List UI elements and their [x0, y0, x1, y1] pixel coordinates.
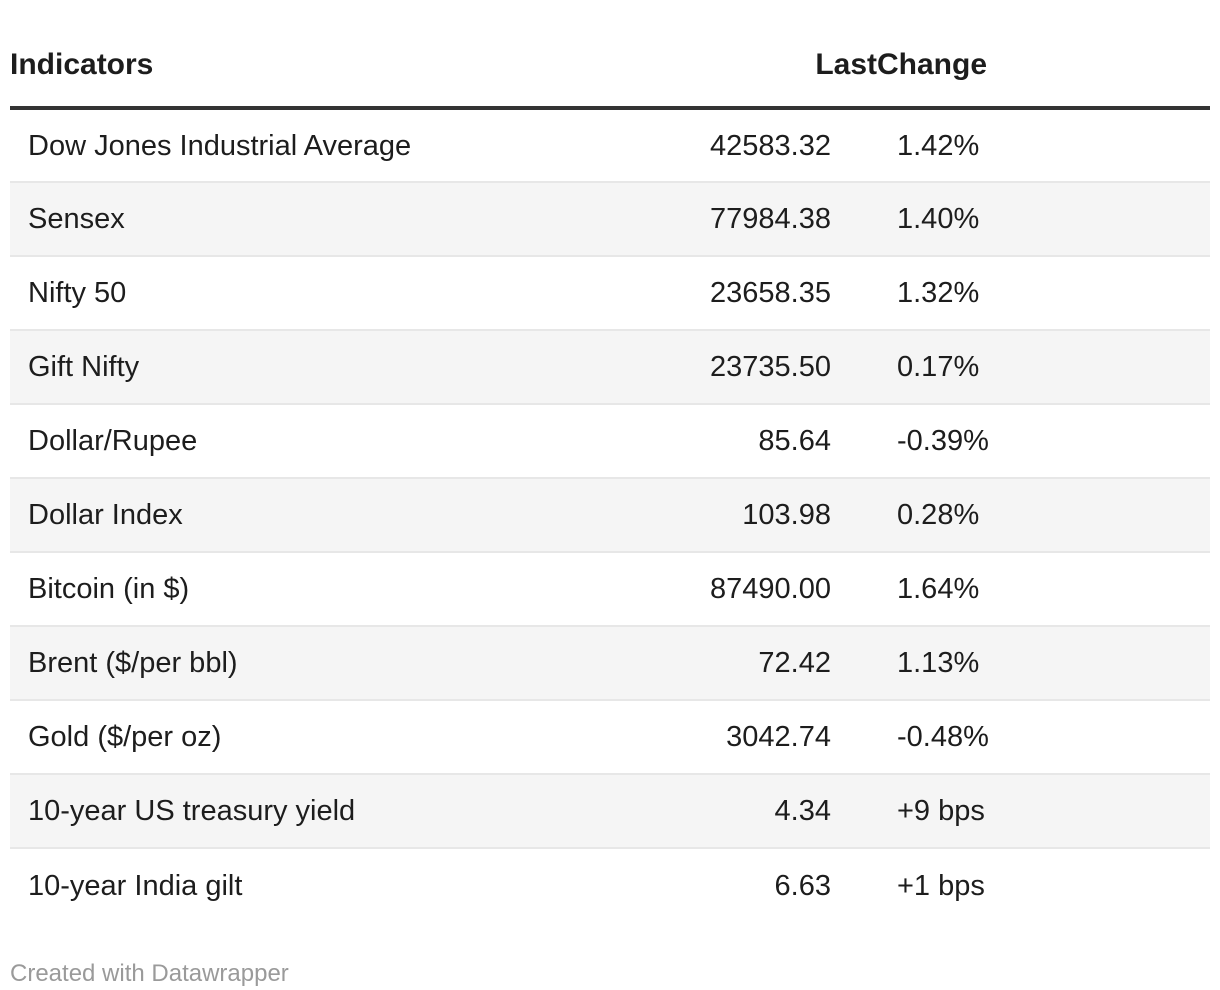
- last-value-cell: 23658.35: [637, 255, 877, 330]
- last-value-cell: 4.34: [637, 773, 877, 848]
- change-value-cell: 1.64%: [877, 551, 1210, 626]
- last-value-cell: 85.64: [637, 403, 877, 478]
- table-row: 10-year India gilt 6.63 +1 bps: [10, 847, 1210, 922]
- last-value-cell: 23735.50: [637, 329, 877, 404]
- change-value-cell: -0.48%: [877, 699, 1210, 774]
- last-value-cell: 6.63: [637, 847, 877, 922]
- change-value-cell: 0.28%: [877, 477, 1210, 552]
- indicator-cell: Nifty 50: [10, 255, 637, 330]
- change-value-cell: -0.39%: [877, 403, 1210, 478]
- change-value-cell: 1.13%: [877, 625, 1210, 700]
- indicator-cell: Dollar Index: [10, 477, 637, 552]
- indicator-cell: 10-year India gilt: [10, 847, 637, 922]
- header-row: Indicators Last Change: [10, 26, 1210, 110]
- last-value-cell: 42583.32: [710, 129, 831, 162]
- table-row: Gift Nifty 23735.50 0.17%: [10, 329, 1210, 404]
- indicators-table: Indicators Last Change Dow Jones Industr…: [10, 26, 1210, 922]
- indicator-cell: Dow Jones Industrial Average: [28, 129, 412, 162]
- table-row: Bitcoin (in $) 87490.00 1.64%: [10, 551, 1210, 626]
- table-row: Dow Jones Industrial Average 42583.32 1.42…: [10, 108, 1210, 182]
- change-value-cell: 0.17%: [877, 329, 1210, 404]
- table-row: Nifty 50 23658.35 1.32%: [10, 255, 1210, 330]
- table-row: Gold ($/per oz) 3042.74 -0.48%: [10, 699, 1210, 774]
- indicator-cell: 10-year US treasury yield: [10, 773, 637, 848]
- datawrapper-credit: Created with Datawrapper: [10, 960, 289, 987]
- last-value-cell: 3042.74: [637, 699, 877, 774]
- indicator-cell: Dollar/Rupee: [10, 403, 637, 478]
- table-row: 10-year US treasury yield 4.34 +9 bps: [10, 773, 1210, 848]
- indicator-cell: Brent ($/per bbl): [10, 625, 637, 700]
- indicator-cell: Gift Nifty: [10, 329, 637, 404]
- table-row: Sensex 77984.38 1.40%: [10, 181, 1210, 256]
- last-value-cell: 87490.00: [637, 551, 877, 626]
- change-value-cell: +9 bps: [877, 773, 1210, 848]
- change-value-cell: 1.32%: [877, 255, 1210, 330]
- indicator-cell: Gold ($/per oz): [10, 699, 637, 774]
- table-row: Brent ($/per bbl) 72.42 1.13%: [10, 625, 1210, 700]
- change-value-cell: +1 bps: [877, 847, 1210, 922]
- indicator-cell: Bitcoin (in $): [10, 551, 637, 626]
- last-value-cell: 72.42: [637, 625, 877, 700]
- table-row: Dollar Index 103.98 0.28%: [10, 477, 1210, 552]
- table-body: Dow Jones Industrial Average 42583.32 1.42…: [10, 108, 1210, 922]
- column-header-indicators: Indicators: [10, 26, 637, 110]
- table-header: Indicators Last Change: [10, 26, 1210, 110]
- indicator-cell: Sensex: [10, 181, 637, 256]
- table-row: Dollar/Rupee 85.64 -0.39%: [10, 403, 1210, 478]
- column-header-change: Change: [877, 26, 1210, 110]
- column-header-last: Last: [637, 26, 877, 110]
- change-value-cell: 1.40%: [877, 181, 1210, 256]
- last-value-cell: 103.98: [637, 477, 877, 552]
- last-value-cell: 77984.38: [637, 181, 877, 256]
- change-value-cell: 1.42%: [897, 129, 980, 162]
